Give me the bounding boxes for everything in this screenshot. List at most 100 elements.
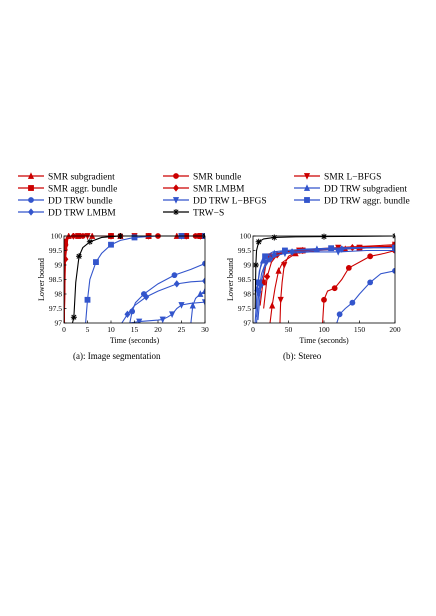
y-tick-label: 100: [51, 232, 63, 241]
data-point: [257, 281, 264, 289]
y-tick-label: 99: [55, 261, 63, 270]
data-point: [76, 253, 83, 260]
legend-marker: [304, 197, 310, 203]
x-tick-label: 10: [107, 325, 115, 334]
legend-marker: [172, 197, 180, 204]
legend-marker: [28, 185, 34, 191]
data-point: [331, 285, 338, 292]
y-tick-label: 98: [244, 290, 252, 299]
legend-label: SMR aggr. bundle: [48, 185, 117, 195]
x-tick-label: 25: [178, 325, 186, 334]
legend-item-dd-trw-subgradient: DD TRW subgradient: [294, 184, 407, 195]
x-tick-label: 0: [62, 325, 66, 334]
chart-1: 0 50 100 150 200 97 97.5 98 98.5 99 99.5 100 Time (s…: [226, 232, 401, 346]
data-point: [93, 259, 99, 265]
legend-marker: [27, 172, 35, 179]
data-point: [84, 296, 91, 303]
y-tick-label: 97.5: [49, 304, 62, 313]
data-point: [321, 233, 327, 240]
legend-item-smr-subgradient: SMR subgradient: [18, 172, 115, 183]
series-trw-s: [70, 233, 205, 323]
data-point: [392, 243, 395, 252]
legend-item-dd-trw-lmbm: DD TRW LMBM: [18, 208, 116, 219]
legend-label: SMR subgradient: [48, 173, 115, 183]
data-point: [169, 311, 176, 319]
y-axis-label: Lower bound: [226, 258, 235, 301]
series-dd-trw-l-bfgs: [255, 247, 395, 323]
series-line: [336, 270, 395, 323]
data-point: [255, 238, 262, 245]
data-point: [264, 272, 271, 281]
legend-marker: [28, 197, 34, 203]
legend-label: DD TRW bundle: [48, 197, 113, 207]
series-line: [190, 290, 205, 323]
data-point: [275, 267, 282, 274]
data-point: [367, 253, 374, 260]
legend-marker: [303, 173, 311, 180]
legend-label: SMR LMBM: [193, 185, 245, 195]
legend-marker: [303, 184, 311, 191]
data-point: [201, 299, 205, 306]
data-point: [189, 301, 196, 309]
x-tick-label: 5: [86, 325, 90, 334]
caption-a: (a): Image segmentation: [73, 351, 161, 361]
data-point: [201, 287, 205, 295]
data-point: [124, 310, 131, 318]
data-point: [271, 234, 278, 241]
chart-0: 0 5 10 15 20 25 30 97 97.5 98 98.5 99 99.5 100 Time (s…: [37, 232, 209, 346]
data-point: [349, 299, 356, 306]
legend-label: DD TRW subgradient: [324, 185, 407, 195]
legend-label: TRW−S: [193, 209, 224, 219]
x-axis-label: Time (seconds): [110, 336, 160, 345]
legend-item-smr-bundle: SMR bundle: [163, 173, 241, 183]
series-dd-trw-lmbm: [257, 243, 395, 321]
plot-area: [64, 233, 205, 323]
legend: SMR subgradient SMR bundle SMR L−BFGS SMR a…: [18, 172, 410, 219]
data-point: [282, 247, 288, 254]
data-point: [338, 245, 345, 253]
y-axis-label: Lower bound: [37, 258, 46, 301]
series-line: [129, 301, 205, 323]
data-point: [267, 255, 274, 263]
x-tick-label: 100: [318, 325, 330, 334]
legend-item-dd-trw-aggr-bundle: DD TRW aggr. bundle: [294, 197, 410, 207]
legend-label: SMR L−BFGS: [324, 173, 381, 183]
series-dd-trw-aggr-bundle: [84, 233, 205, 323]
data-point: [336, 311, 343, 318]
caption-b: (b): Stereo: [283, 351, 322, 361]
y-tick-label: 100: [240, 232, 252, 241]
data-point: [281, 262, 288, 269]
y-tick-label: 99: [244, 261, 252, 270]
x-tick-label: 200: [389, 325, 401, 334]
data-point: [367, 279, 374, 286]
legend-label: DD TRW aggr. bundle: [324, 197, 410, 207]
series-line: [85, 235, 205, 323]
data-point: [159, 316, 166, 323]
data-point: [321, 296, 327, 303]
legend-item-trw-s: TRW−S: [163, 209, 224, 219]
y-tick-label: 99.5: [238, 246, 251, 255]
y-tick-label: 98.5: [49, 275, 62, 284]
y-tick-label: 97: [244, 319, 252, 328]
series-line: [257, 247, 395, 321]
data-point: [202, 277, 205, 285]
data-point: [328, 245, 334, 252]
x-tick-label: 15: [131, 325, 139, 334]
series-dd-trw-bundle: [129, 260, 205, 323]
series-line: [269, 247, 395, 323]
legend-item-smr-l-bfgs: SMR L−BFGS: [294, 173, 381, 183]
x-tick-label: 20: [154, 325, 162, 334]
data-point: [108, 241, 114, 248]
legend-label: DD TRW LMBM: [48, 209, 116, 219]
legend-marker: [173, 173, 179, 179]
legend-item-dd-trw-bundle: DD TRW bundle: [18, 197, 113, 207]
data-point: [289, 248, 296, 256]
data-point: [173, 280, 180, 288]
data-point: [269, 301, 276, 309]
legend-item-dd-trw-l-bfgs: DD TRW L−BFGS: [163, 197, 267, 207]
x-tick-label: 30: [201, 325, 209, 334]
plot-area: [253, 233, 395, 323]
x-tick-label: 50: [285, 325, 293, 334]
data-point: [197, 290, 204, 297]
legend-marker: [173, 184, 179, 192]
